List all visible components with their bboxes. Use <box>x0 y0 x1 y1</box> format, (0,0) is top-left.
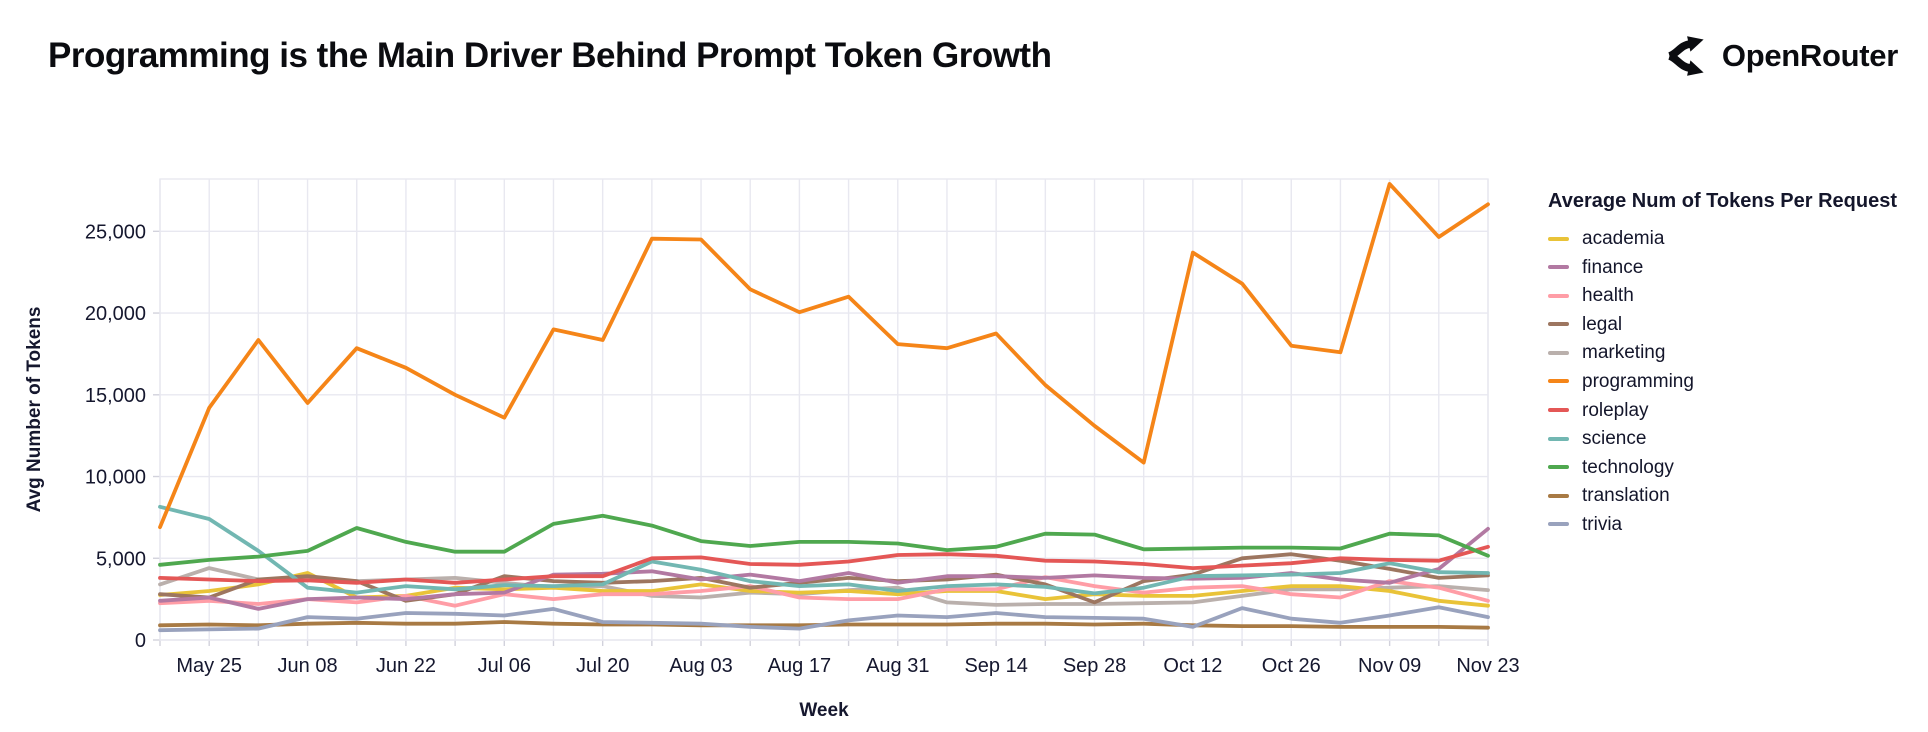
y-axis-title: Avg Number of Tokens <box>24 307 45 513</box>
page-title: Programming is the Main Driver Behind Pr… <box>48 36 1052 75</box>
y-tick-label: 25,000 <box>85 221 146 243</box>
series-line-science <box>158 504 1490 596</box>
y-tick-label: 20,000 <box>85 303 146 325</box>
legend-item-health: health <box>1548 286 1920 305</box>
x-tick-label: Jul 20 <box>576 655 629 677</box>
brand-logo: OpenRouter <box>1664 34 1898 78</box>
x-tick-label: Sep 28 <box>1063 655 1126 677</box>
legend-item-finance: finance <box>1548 258 1920 277</box>
legend-swatch-programming <box>1548 379 1569 384</box>
legend-item-academia: academia <box>1548 229 1920 248</box>
legend-item-roleplay: roleplay <box>1548 401 1920 420</box>
x-tick-label: Oct 12 <box>1163 655 1222 677</box>
series-line-programming <box>158 181 1490 530</box>
x-tick-label: May 25 <box>176 655 242 677</box>
legend-label: trivia <box>1582 513 1623 535</box>
plot-border <box>159 178 1489 641</box>
x-tick-label: Jul 06 <box>478 655 531 677</box>
legend-item-programming: programming <box>1548 372 1920 391</box>
legend-swatch-trivia <box>1548 522 1569 527</box>
legend-label: legal <box>1582 313 1623 335</box>
series-line-technology <box>158 513 1490 567</box>
legend-label: health <box>1582 285 1634 307</box>
legend-label: academia <box>1582 228 1665 249</box>
legend-swatch-legal <box>1548 322 1569 327</box>
legend-item-technology: technology <box>1548 458 1920 477</box>
legend-label: science <box>1582 428 1647 450</box>
brand-name: OpenRouter <box>1721 38 1898 73</box>
y-tick-label: 5,000 <box>96 548 146 570</box>
legend-swatch-technology <box>1548 465 1569 470</box>
x-tick-label: Nov 09 <box>1358 655 1421 677</box>
legend-label: translation <box>1582 485 1670 507</box>
x-tick-label: Sep 14 <box>964 655 1027 677</box>
x-tick-label: Jun 22 <box>376 655 436 677</box>
legend-item-marketing: marketing <box>1548 343 1920 362</box>
series-line-roleplay <box>158 544 1490 585</box>
legend-label: roleplay <box>1582 399 1649 421</box>
legend-item-trivia: trivia <box>1548 515 1920 534</box>
legend-swatch-roleplay <box>1548 408 1569 413</box>
x-tick-label: Aug 17 <box>768 655 831 677</box>
legend-item-legal: legal <box>1548 315 1920 334</box>
legend-items: academia finance health legal marketing progr… <box>1548 229 1920 534</box>
chart-legend: Average Num of Tokens Per Request academ… <box>1548 190 1920 544</box>
legend-title: Average Num of Tokens Per Request <box>1548 190 1897 212</box>
legend-swatch-finance <box>1548 265 1569 270</box>
legend-label: marketing <box>1582 342 1666 364</box>
legend-label: programming <box>1582 370 1694 392</box>
x-tick-label: Jun 08 <box>278 655 338 677</box>
legend-item-translation: translation <box>1548 486 1920 505</box>
legend-label: finance <box>1582 256 1644 278</box>
legend-item-science: science <box>1548 429 1920 448</box>
x-axis-title: Week <box>799 700 849 721</box>
x-tick-label: Aug 31 <box>866 655 929 677</box>
series-line-trivia <box>158 605 1490 633</box>
x-tick-label: Aug 03 <box>669 655 732 677</box>
legend-label: technology <box>1582 456 1674 478</box>
legend-swatch-science <box>1548 436 1569 441</box>
y-tick-label: 10,000 <box>85 467 146 489</box>
y-tick-label: 0 <box>135 630 146 652</box>
x-tick-label: Oct 26 <box>1262 655 1321 677</box>
legend-swatch-academia <box>1548 236 1569 241</box>
legend-swatch-marketing <box>1548 350 1569 355</box>
y-tick-label: 15,000 <box>85 385 146 407</box>
legend-swatch-translation <box>1548 493 1569 498</box>
openrouter-logo-icon <box>1667 36 1704 76</box>
legend-swatch-health <box>1548 293 1569 298</box>
x-tick-label: Nov 23 <box>1456 655 1519 677</box>
